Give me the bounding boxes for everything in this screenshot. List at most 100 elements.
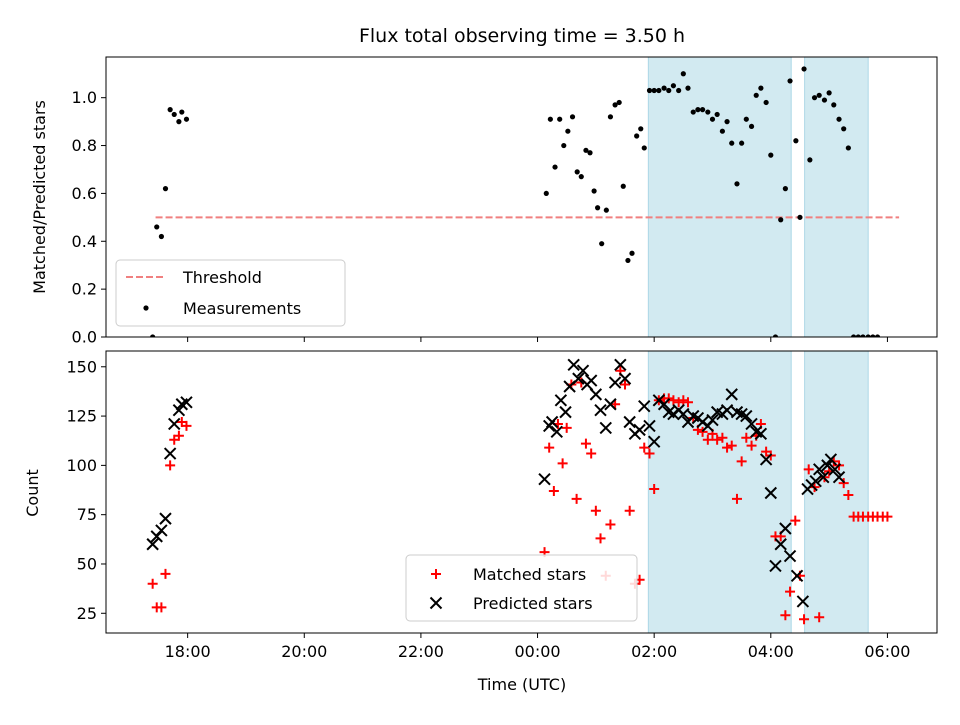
y-tick-label: 75 [77, 505, 97, 524]
legend: Matched stars Predicted stars [405, 554, 638, 622]
data-point [826, 90, 832, 96]
data-point [736, 456, 747, 467]
data-point [793, 138, 799, 144]
legend-box [115, 259, 346, 327]
data-point [569, 114, 576, 120]
top-y-axis-label: Matched/Predicted stars [30, 100, 49, 294]
data-point [624, 505, 635, 516]
data-point [554, 394, 568, 407]
data-point [787, 78, 793, 84]
data-point [173, 430, 184, 441]
legend-label: Predicted stars [473, 594, 593, 613]
data-point [682, 397, 693, 408]
data-point [552, 164, 558, 170]
data-point [836, 116, 842, 122]
data-point [647, 435, 661, 448]
data-point [807, 157, 813, 163]
data-point [591, 188, 597, 194]
bottom-y-axis-label: Count [23, 469, 42, 517]
data-point [695, 107, 701, 113]
data-point [666, 87, 672, 94]
data-point [722, 442, 733, 453]
data-point [590, 505, 601, 516]
data-point [714, 111, 720, 118]
data-point [753, 92, 759, 98]
data-point [821, 97, 828, 103]
data-point [812, 463, 826, 476]
ratio-panel: 0.0 0.2 0.4 0.6 0.8 1.0 Threshold Measurements [72, 56, 938, 347]
data-point [670, 83, 677, 89]
data-point [673, 397, 684, 408]
data-point [821, 459, 834, 472]
data-point [150, 334, 156, 337]
data-point [545, 415, 559, 429]
data-point [731, 493, 742, 504]
data-point [561, 422, 572, 433]
legend-measurements-swatch [143, 305, 149, 311]
data-point [780, 610, 791, 621]
data-point [605, 519, 616, 530]
data-point [612, 102, 618, 108]
data-point [764, 486, 778, 500]
data-point [607, 114, 614, 120]
data-point [741, 432, 752, 443]
data-point [557, 116, 563, 122]
data-point [882, 511, 893, 522]
data-point [543, 190, 549, 197]
data-point [828, 463, 842, 476]
data-point [179, 109, 185, 115]
data-point [183, 116, 190, 122]
count-panel: 25 50 75 100 125 150 18:00 20:00 22:00 00:00 02:00… [66, 350, 938, 661]
data-point [855, 334, 861, 337]
data-point [678, 395, 689, 406]
data-point [740, 409, 753, 423]
data-point [623, 415, 636, 429]
data-point [774, 538, 787, 551]
legend: Threshold Measurements [115, 259, 346, 327]
data-point [799, 614, 810, 625]
data-point [874, 334, 881, 337]
data-point [641, 145, 647, 151]
data-point [638, 400, 651, 413]
data-point [620, 183, 626, 189]
data-point [155, 524, 168, 537]
data-point [817, 471, 830, 484]
data-point [167, 107, 173, 113]
data-point [790, 569, 804, 583]
data-point [778, 217, 784, 223]
data-point [639, 442, 650, 453]
data-point [633, 423, 646, 437]
data-point [550, 425, 563, 439]
data-point [594, 403, 607, 417]
data-point [168, 417, 181, 431]
data-point [576, 364, 590, 377]
data-point [584, 374, 598, 387]
data-point [865, 334, 871, 337]
data-point [743, 116, 749, 122]
data-point [724, 119, 730, 125]
shaded-interval [647, 56, 792, 338]
legend-matched-swatch [431, 569, 441, 579]
data-point [685, 85, 691, 91]
data-point [801, 66, 807, 72]
data-point [651, 87, 657, 94]
data-point [656, 87, 662, 94]
data-point [629, 250, 635, 256]
data-point [544, 442, 555, 453]
data-point [870, 334, 876, 337]
data-point [677, 407, 690, 421]
data-point [634, 133, 640, 139]
data-point [538, 472, 551, 486]
data-point [785, 586, 796, 597]
data-point [676, 87, 682, 94]
data-point [851, 334, 857, 337]
data-point [644, 448, 655, 459]
y-tick-label: 100 [66, 456, 97, 475]
y-tick-label: 0.0 [72, 328, 97, 347]
y-tick-label: 125 [66, 407, 97, 426]
data-point [763, 99, 769, 106]
legend-label: Matched stars [473, 565, 586, 584]
data-point [782, 186, 788, 192]
data-point [614, 358, 627, 372]
y-tick-label: 0.4 [72, 232, 97, 251]
